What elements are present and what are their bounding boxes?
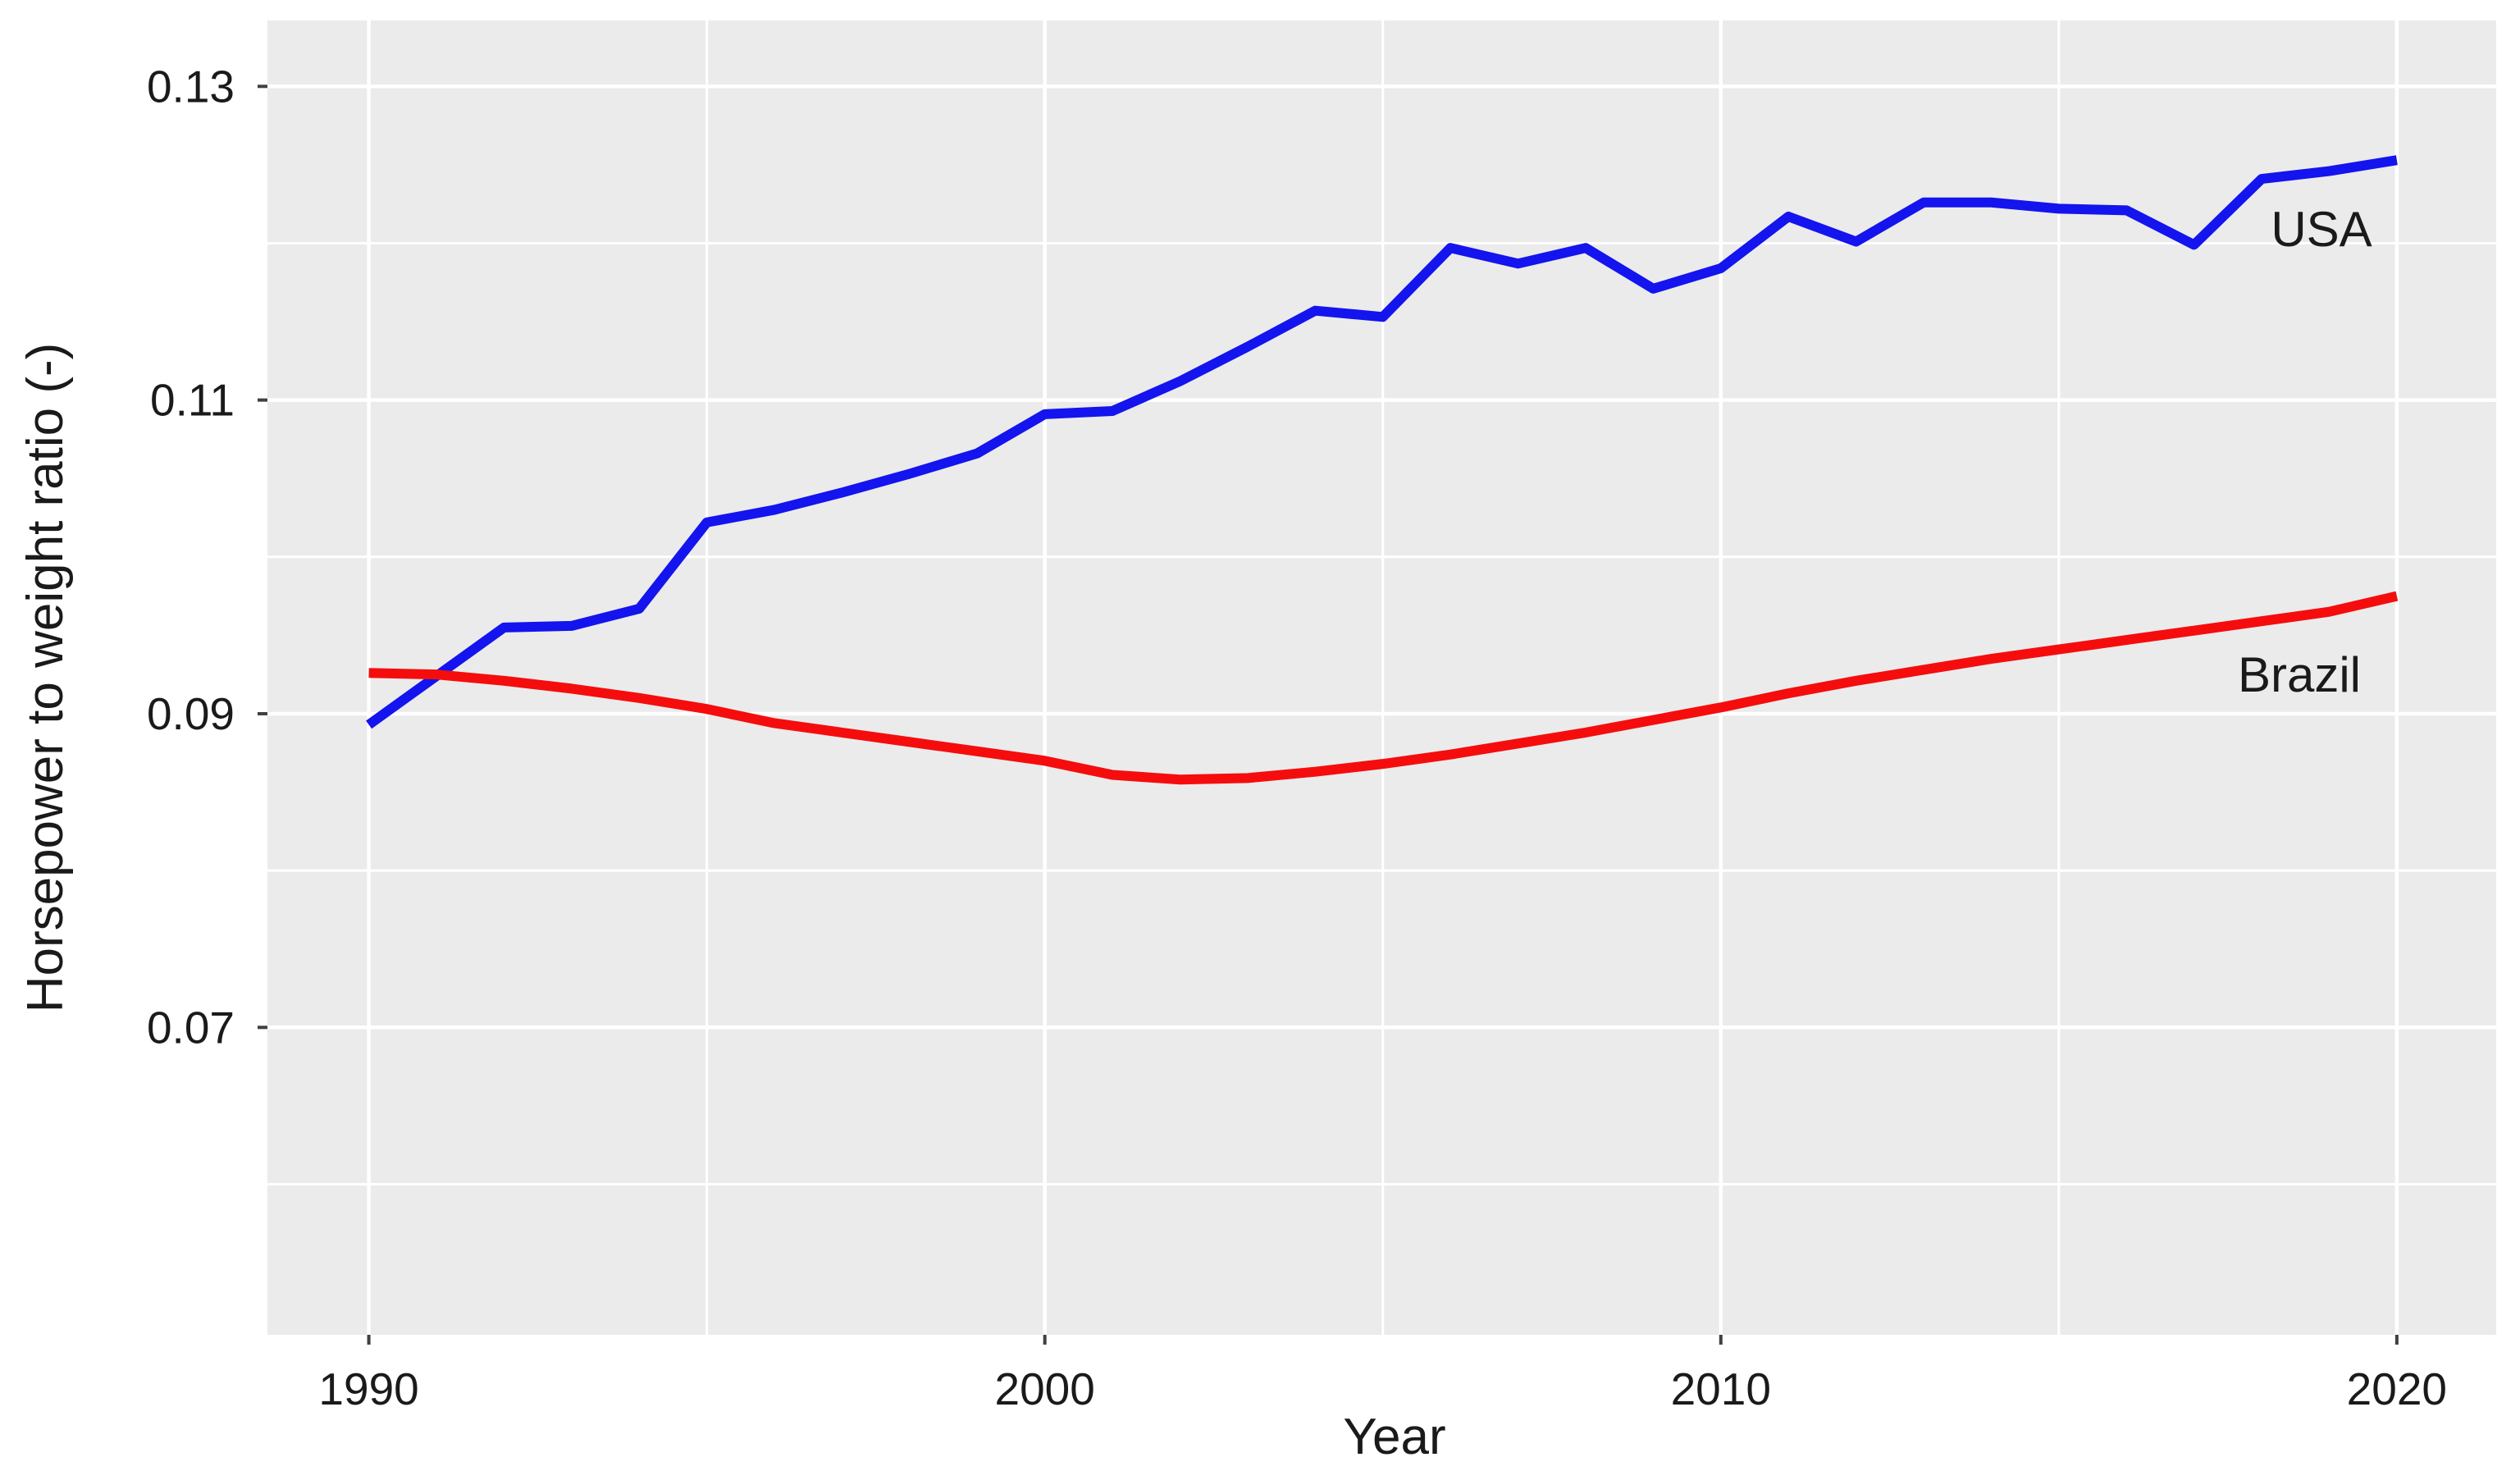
- y-tick-label: 0.07: [147, 1002, 235, 1053]
- minor-gridlines: [267, 21, 2496, 1335]
- y-tick-label: 0.09: [147, 688, 235, 739]
- usa-series-label: USA: [2271, 202, 2372, 257]
- x-axis-title: Year: [1343, 1409, 1445, 1465]
- y-axis-title: Horsepower to weight ratio (-): [17, 343, 74, 1013]
- x-tick-label: 2000: [995, 1364, 1095, 1414]
- axis-tick-marks: [258, 85, 2399, 1345]
- usa-line: [366, 155, 2398, 729]
- brazil-series-label: Brazil: [2238, 647, 2361, 702]
- x-tick-label: 2010: [1671, 1364, 1771, 1414]
- axis-tick-labels: 1990 2000 2010 2020 0.13 0.11 0.09 0.07: [147, 61, 2447, 1414]
- series-lines: [366, 155, 2399, 785]
- y-tick-label: 0.13: [147, 61, 235, 112]
- y-tick-label: 0.11: [150, 375, 235, 426]
- x-tick-label: 1990: [318, 1364, 418, 1414]
- brazil-line: [368, 591, 2399, 785]
- major-gridlines: [267, 21, 2496, 1335]
- x-tick-label: 2020: [2347, 1364, 2447, 1414]
